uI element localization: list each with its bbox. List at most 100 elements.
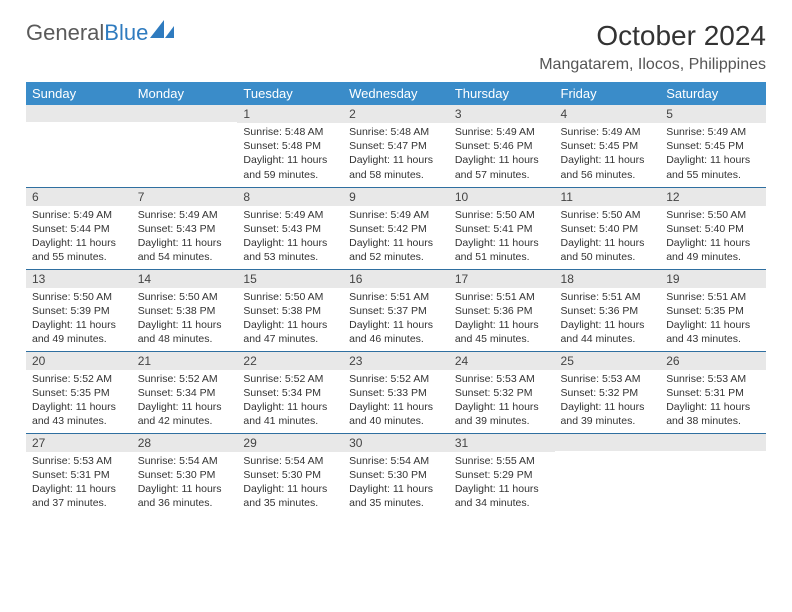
daylight-text: Daylight: 11 hours and 35 minutes. bbox=[349, 482, 443, 510]
weekday-header: Monday bbox=[132, 82, 238, 105]
day-number: 18 bbox=[555, 270, 661, 288]
day-details: Sunrise: 5:54 AMSunset: 5:30 PMDaylight:… bbox=[237, 452, 343, 515]
sunrise-text: Sunrise: 5:50 AM bbox=[243, 290, 337, 304]
calendar-day-cell bbox=[26, 105, 132, 187]
calendar-day-cell: 13Sunrise: 5:50 AMSunset: 5:39 PMDayligh… bbox=[26, 269, 132, 351]
day-details: Sunrise: 5:48 AMSunset: 5:47 PMDaylight:… bbox=[343, 123, 449, 186]
calendar-week-row: 1Sunrise: 5:48 AMSunset: 5:48 PMDaylight… bbox=[26, 105, 766, 187]
daylight-text: Daylight: 11 hours and 36 minutes. bbox=[138, 482, 232, 510]
day-number: 17 bbox=[449, 270, 555, 288]
header: GeneralBlue October 2024 Mangatarem, Ilo… bbox=[26, 20, 766, 74]
sunset-text: Sunset: 5:30 PM bbox=[349, 468, 443, 482]
day-number: 20 bbox=[26, 352, 132, 370]
day-details: Sunrise: 5:52 AMSunset: 5:34 PMDaylight:… bbox=[132, 370, 238, 433]
daylight-text: Daylight: 11 hours and 38 minutes. bbox=[666, 400, 760, 428]
day-details: Sunrise: 5:50 AMSunset: 5:38 PMDaylight:… bbox=[132, 288, 238, 351]
sunset-text: Sunset: 5:35 PM bbox=[32, 386, 126, 400]
sunset-text: Sunset: 5:39 PM bbox=[32, 304, 126, 318]
calendar-day-cell: 17Sunrise: 5:51 AMSunset: 5:36 PMDayligh… bbox=[449, 269, 555, 351]
sunset-text: Sunset: 5:40 PM bbox=[561, 222, 655, 236]
daylight-text: Daylight: 11 hours and 59 minutes. bbox=[243, 153, 337, 181]
calendar-day-cell: 18Sunrise: 5:51 AMSunset: 5:36 PMDayligh… bbox=[555, 269, 661, 351]
calendar-day-cell: 10Sunrise: 5:50 AMSunset: 5:41 PMDayligh… bbox=[449, 187, 555, 269]
day-number: 30 bbox=[343, 434, 449, 452]
day-number: 14 bbox=[132, 270, 238, 288]
calendar-day-cell: 31Sunrise: 5:55 AMSunset: 5:29 PMDayligh… bbox=[449, 433, 555, 515]
sunrise-text: Sunrise: 5:51 AM bbox=[455, 290, 549, 304]
calendar-day-cell: 8Sunrise: 5:49 AMSunset: 5:43 PMDaylight… bbox=[237, 187, 343, 269]
sunset-text: Sunset: 5:47 PM bbox=[349, 139, 443, 153]
calendar-day-cell: 9Sunrise: 5:49 AMSunset: 5:42 PMDaylight… bbox=[343, 187, 449, 269]
calendar-table: Sunday Monday Tuesday Wednesday Thursday… bbox=[26, 82, 766, 515]
day-details: Sunrise: 5:54 AMSunset: 5:30 PMDaylight:… bbox=[132, 452, 238, 515]
daylight-text: Daylight: 11 hours and 43 minutes. bbox=[32, 400, 126, 428]
day-number: 19 bbox=[660, 270, 766, 288]
sunrise-text: Sunrise: 5:53 AM bbox=[455, 372, 549, 386]
calendar-day-cell: 28Sunrise: 5:54 AMSunset: 5:30 PMDayligh… bbox=[132, 433, 238, 515]
day-number: 21 bbox=[132, 352, 238, 370]
sunset-text: Sunset: 5:43 PM bbox=[138, 222, 232, 236]
day-number bbox=[660, 434, 766, 451]
daylight-text: Daylight: 11 hours and 35 minutes. bbox=[243, 482, 337, 510]
month-title: October 2024 bbox=[539, 20, 766, 52]
day-details: Sunrise: 5:50 AMSunset: 5:40 PMDaylight:… bbox=[555, 206, 661, 269]
weekday-header: Friday bbox=[555, 82, 661, 105]
day-number: 25 bbox=[555, 352, 661, 370]
sunrise-text: Sunrise: 5:48 AM bbox=[243, 125, 337, 139]
weekday-header-row: Sunday Monday Tuesday Wednesday Thursday… bbox=[26, 82, 766, 105]
sunrise-text: Sunrise: 5:48 AM bbox=[349, 125, 443, 139]
day-number: 12 bbox=[660, 188, 766, 206]
day-details: Sunrise: 5:49 AMSunset: 5:42 PMDaylight:… bbox=[343, 206, 449, 269]
day-number: 29 bbox=[237, 434, 343, 452]
sunset-text: Sunset: 5:31 PM bbox=[666, 386, 760, 400]
calendar-day-cell bbox=[132, 105, 238, 187]
day-details: Sunrise: 5:49 AMSunset: 5:43 PMDaylight:… bbox=[237, 206, 343, 269]
day-details: Sunrise: 5:53 AMSunset: 5:31 PMDaylight:… bbox=[660, 370, 766, 433]
sunset-text: Sunset: 5:37 PM bbox=[349, 304, 443, 318]
sunrise-text: Sunrise: 5:52 AM bbox=[138, 372, 232, 386]
sunrise-text: Sunrise: 5:49 AM bbox=[243, 208, 337, 222]
sunset-text: Sunset: 5:42 PM bbox=[349, 222, 443, 236]
daylight-text: Daylight: 11 hours and 45 minutes. bbox=[455, 318, 549, 346]
day-details: Sunrise: 5:55 AMSunset: 5:29 PMDaylight:… bbox=[449, 452, 555, 515]
sunset-text: Sunset: 5:38 PM bbox=[243, 304, 337, 318]
calendar-day-cell: 20Sunrise: 5:52 AMSunset: 5:35 PMDayligh… bbox=[26, 351, 132, 433]
day-number: 27 bbox=[26, 434, 132, 452]
sunset-text: Sunset: 5:33 PM bbox=[349, 386, 443, 400]
day-details: Sunrise: 5:51 AMSunset: 5:35 PMDaylight:… bbox=[660, 288, 766, 351]
day-details: Sunrise: 5:50 AMSunset: 5:41 PMDaylight:… bbox=[449, 206, 555, 269]
day-details: Sunrise: 5:49 AMSunset: 5:46 PMDaylight:… bbox=[449, 123, 555, 186]
sunrise-text: Sunrise: 5:55 AM bbox=[455, 454, 549, 468]
day-number: 15 bbox=[237, 270, 343, 288]
day-number: 24 bbox=[449, 352, 555, 370]
day-details: Sunrise: 5:52 AMSunset: 5:35 PMDaylight:… bbox=[26, 370, 132, 433]
daylight-text: Daylight: 11 hours and 53 minutes. bbox=[243, 236, 337, 264]
sunrise-text: Sunrise: 5:49 AM bbox=[561, 125, 655, 139]
calendar-day-cell: 12Sunrise: 5:50 AMSunset: 5:40 PMDayligh… bbox=[660, 187, 766, 269]
day-number: 5 bbox=[660, 105, 766, 123]
calendar-day-cell bbox=[555, 433, 661, 515]
day-number: 9 bbox=[343, 188, 449, 206]
daylight-text: Daylight: 11 hours and 57 minutes. bbox=[455, 153, 549, 181]
sunrise-text: Sunrise: 5:50 AM bbox=[32, 290, 126, 304]
calendar-day-cell: 3Sunrise: 5:49 AMSunset: 5:46 PMDaylight… bbox=[449, 105, 555, 187]
sunset-text: Sunset: 5:34 PM bbox=[138, 386, 232, 400]
sunrise-text: Sunrise: 5:50 AM bbox=[138, 290, 232, 304]
calendar-day-cell: 23Sunrise: 5:52 AMSunset: 5:33 PMDayligh… bbox=[343, 351, 449, 433]
title-block: October 2024 Mangatarem, Ilocos, Philipp… bbox=[539, 20, 766, 74]
calendar-day-cell: 16Sunrise: 5:51 AMSunset: 5:37 PMDayligh… bbox=[343, 269, 449, 351]
sunset-text: Sunset: 5:38 PM bbox=[138, 304, 232, 318]
day-details: Sunrise: 5:53 AMSunset: 5:31 PMDaylight:… bbox=[26, 452, 132, 515]
day-number: 1 bbox=[237, 105, 343, 123]
sunset-text: Sunset: 5:32 PM bbox=[561, 386, 655, 400]
day-number: 7 bbox=[132, 188, 238, 206]
day-number bbox=[26, 105, 132, 122]
sunset-text: Sunset: 5:41 PM bbox=[455, 222, 549, 236]
day-number: 8 bbox=[237, 188, 343, 206]
calendar-day-cell: 2Sunrise: 5:48 AMSunset: 5:47 PMDaylight… bbox=[343, 105, 449, 187]
sunrise-text: Sunrise: 5:49 AM bbox=[138, 208, 232, 222]
sunrise-text: Sunrise: 5:52 AM bbox=[243, 372, 337, 386]
day-number bbox=[132, 105, 238, 122]
sunset-text: Sunset: 5:40 PM bbox=[666, 222, 760, 236]
day-details: Sunrise: 5:52 AMSunset: 5:33 PMDaylight:… bbox=[343, 370, 449, 433]
